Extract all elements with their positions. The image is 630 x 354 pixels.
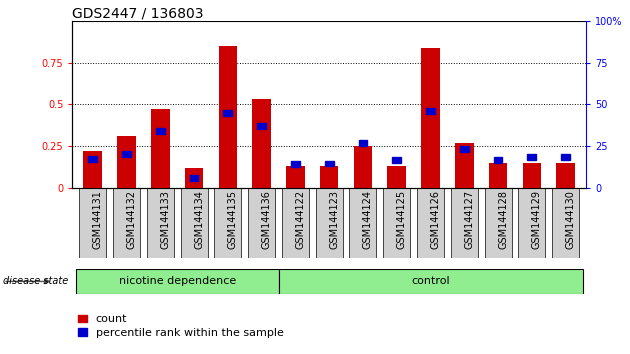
Text: GSM144129: GSM144129 [532,190,542,249]
Text: GSM144122: GSM144122 [295,190,306,249]
Legend: count, percentile rank within the sample: count, percentile rank within the sample [78,314,284,338]
Text: GSM144130: GSM144130 [566,190,576,249]
Bar [79,188,106,258]
Text: GSM144128: GSM144128 [498,190,508,249]
Bar [484,188,512,258]
Text: GSM144131: GSM144131 [93,190,103,249]
Bar [552,188,579,258]
Text: GDS2447 / 136803: GDS2447 / 136803 [72,6,204,20]
Bar [185,168,203,188]
Bar [358,140,367,146]
Bar [426,108,435,114]
Bar [76,269,278,294]
Text: GSM144136: GSM144136 [261,190,272,249]
Bar [392,157,401,163]
Bar [460,145,469,152]
Text: GSM144133: GSM144133 [160,190,170,249]
Text: GSM144123: GSM144123 [329,190,339,249]
Bar [151,109,169,188]
Bar [518,188,546,258]
Text: nicotine dependence: nicotine dependence [118,276,236,286]
Bar [219,46,237,188]
Bar [181,188,207,258]
Text: GSM144125: GSM144125 [397,190,407,249]
Text: control: control [411,276,450,286]
Text: GSM144124: GSM144124 [363,190,373,249]
Bar [320,166,338,188]
Text: GSM144135: GSM144135 [228,190,238,249]
Bar [224,110,232,116]
Text: disease state: disease state [3,276,72,286]
Bar [88,156,97,162]
Bar [353,146,372,188]
Bar [350,188,377,258]
Bar [561,154,570,160]
Bar [122,152,131,157]
Text: GSM144132: GSM144132 [127,190,137,249]
Bar [156,128,164,134]
Bar [489,163,507,188]
Bar [248,188,275,258]
Bar [278,269,583,294]
Bar [527,154,536,160]
Text: GSM144134: GSM144134 [194,190,204,249]
Bar [522,163,541,188]
Text: GSM144126: GSM144126 [430,190,440,249]
Bar [316,188,343,258]
Bar [117,136,136,188]
Bar [387,166,406,188]
Bar [455,143,474,188]
Text: GSM144127: GSM144127 [464,190,474,249]
Bar [383,188,410,258]
Bar [494,157,503,163]
Bar [253,99,271,188]
Bar [257,123,266,129]
Bar [556,163,575,188]
Bar [421,48,440,188]
Bar [417,188,444,258]
Bar [451,188,478,258]
Bar [147,188,174,258]
Bar [286,166,305,188]
Bar [282,188,309,258]
Bar [214,188,241,258]
Bar [83,151,102,188]
Bar [291,161,300,167]
Bar [113,188,140,258]
Bar [190,176,198,182]
Bar [325,160,333,166]
